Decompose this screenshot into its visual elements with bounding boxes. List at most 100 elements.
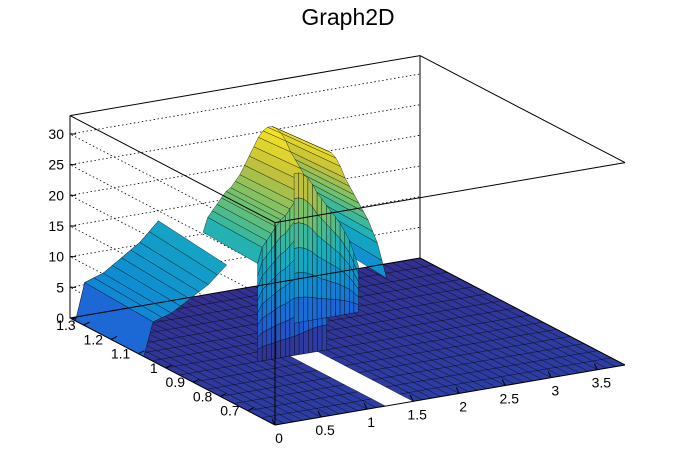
wall-strip	[308, 328, 314, 354]
curtain-strip	[303, 247, 309, 274]
x-tick-label: 3	[551, 383, 559, 399]
wall-strip	[321, 324, 327, 351]
curtain-strip	[303, 272, 309, 298]
z-tick-label: 30	[48, 126, 64, 142]
frame-edge	[274, 162, 626, 224]
curtain-strip	[298, 272, 304, 298]
curtain-strip	[298, 222, 304, 249]
y-tick-mark	[138, 350, 145, 355]
x-tick-label: 0	[275, 430, 283, 446]
curtain-strip	[335, 282, 341, 301]
y-tick-label: 1.1	[111, 346, 131, 362]
x-tick-mark	[593, 363, 598, 370]
gridline-z-5	[68, 104, 421, 273]
wall-strip	[285, 319, 291, 340]
x-tick-label: 0.5	[315, 422, 335, 438]
wall-strip	[262, 344, 267, 362]
frame-edge	[69, 257, 421, 319]
curtain-strip	[298, 296, 304, 323]
curtain-strip	[321, 298, 327, 319]
y-tick-label: 1.3	[56, 317, 76, 333]
wall-strip	[275, 322, 281, 343]
curtain-strip	[293, 222, 299, 249]
wall-strip	[312, 326, 318, 353]
y-tick-label: 0.8	[193, 388, 213, 404]
x-tick-mark	[501, 379, 506, 386]
curtain-strip	[349, 301, 355, 314]
x-tick-label: 2.5	[500, 391, 520, 407]
x-tick-mark	[455, 387, 460, 394]
curtain-strip	[312, 297, 318, 321]
wall-strip	[280, 268, 286, 289]
curtain-strip	[307, 296, 313, 322]
wall-strip	[280, 250, 286, 272]
z-tick-label: 10	[48, 249, 64, 265]
curtain-strip	[344, 300, 350, 315]
curtain-strip	[293, 297, 299, 324]
curtain-strip	[339, 284, 345, 301]
wall-strip	[317, 325, 323, 352]
frame-edge	[69, 317, 276, 426]
curtain-strip	[293, 272, 299, 299]
curtain-strip	[326, 298, 332, 318]
gridline-z-6	[68, 73, 421, 242]
z-tick-label: 25	[48, 157, 64, 173]
surface-wall	[75, 126, 387, 362]
curtain-strip	[298, 197, 304, 224]
z-tick-label: 0	[56, 310, 64, 326]
x-tick-mark	[271, 418, 276, 426]
y-tick-label: 1	[150, 360, 158, 376]
frame-box	[69, 55, 626, 426]
curtain-strip	[316, 276, 322, 299]
wall-strip	[285, 337, 291, 358]
curtain-strip	[330, 299, 336, 318]
y-tick-mark	[110, 335, 118, 340]
plateau-top	[148, 220, 227, 276]
frame-edge	[69, 55, 421, 117]
wall-strip	[266, 343, 272, 361]
x-tick-label: 2	[459, 398, 467, 414]
wall-strip	[294, 333, 300, 356]
wall-strip	[275, 305, 281, 326]
frame-edge	[419, 257, 626, 366]
wall-strip	[289, 316, 295, 338]
x-tick-label: 1.5	[407, 406, 427, 422]
wall-strip	[266, 327, 272, 346]
curtain-strip	[303, 223, 309, 250]
curtain-strip	[330, 281, 336, 300]
curtain-strip	[293, 172, 299, 199]
curtain-strip	[321, 258, 327, 281]
curtain-strip	[344, 286, 350, 302]
y-tick-label: 0.7	[220, 403, 240, 419]
wall-strip	[298, 332, 304, 355]
curtain-strip	[335, 299, 341, 317]
frame-edge	[69, 115, 276, 224]
y-tick-label: 0.9	[166, 374, 186, 390]
curtain-strip	[326, 279, 332, 300]
z-tick-label: 15	[48, 218, 64, 234]
chart-title: Graph2D	[301, 4, 394, 30]
curtain-strip	[326, 260, 332, 282]
curtain-strip	[298, 172, 304, 200]
frame-edge	[274, 364, 626, 426]
y-tick-mark	[220, 393, 227, 397]
wall-strip	[280, 303, 286, 324]
curtain-strip	[298, 247, 304, 273]
wall-strip	[289, 335, 295, 357]
wall-strip	[280, 321, 286, 341]
x-tick-label: 1	[367, 414, 375, 430]
curtain-strip	[316, 298, 322, 320]
curtain-strip	[303, 296, 309, 322]
y-tick-mark	[165, 364, 172, 369]
y-tick-mark	[83, 321, 90, 326]
z-tick-label: 20	[48, 187, 64, 203]
curtain-strip	[312, 251, 318, 278]
curtain-strip	[339, 299, 345, 316]
wall-strip	[289, 297, 295, 320]
curtain-strip	[335, 266, 341, 285]
x-tick-mark	[409, 395, 414, 402]
y-tick-label: 1.2	[84, 331, 104, 347]
y-tick-mark	[192, 378, 200, 383]
